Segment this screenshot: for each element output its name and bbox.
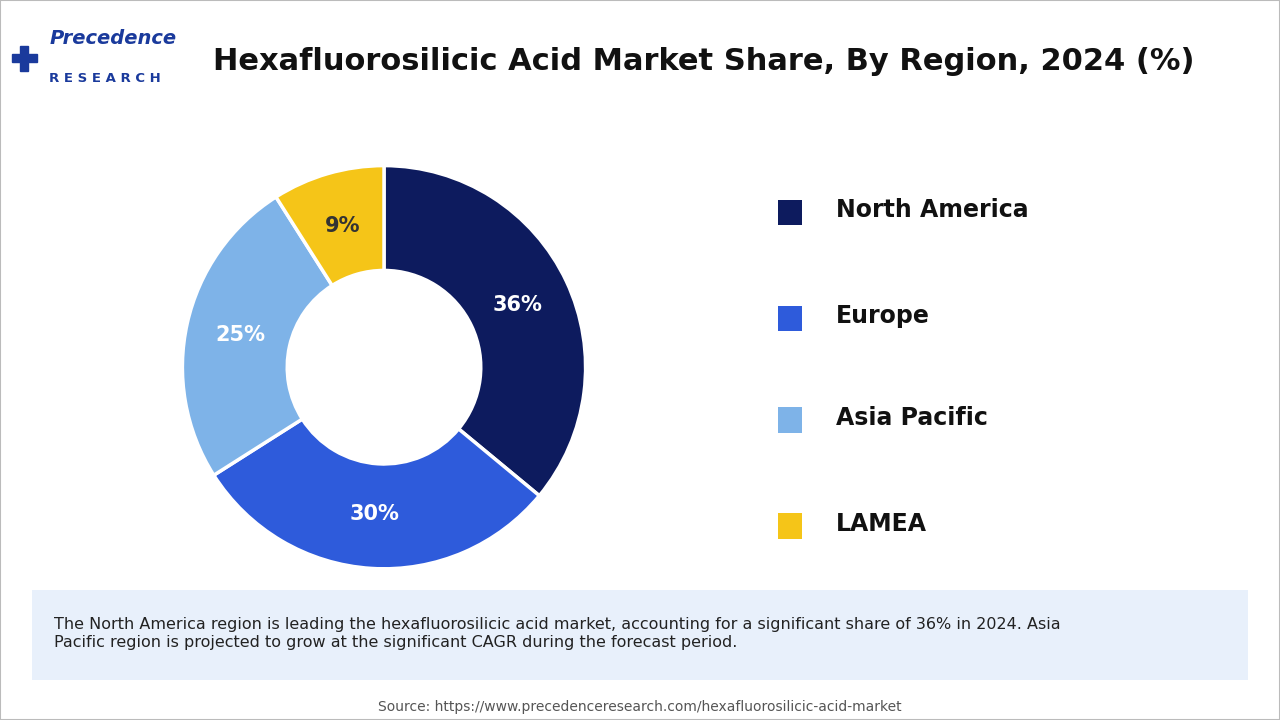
- FancyBboxPatch shape: [778, 513, 801, 539]
- Text: Europe: Europe: [836, 305, 931, 328]
- Text: Asia Pacific: Asia Pacific: [836, 405, 988, 430]
- Text: North America: North America: [836, 198, 1029, 222]
- Text: 25%: 25%: [215, 325, 265, 345]
- Wedge shape: [214, 419, 539, 569]
- Text: 36%: 36%: [493, 294, 543, 315]
- Text: 30%: 30%: [349, 504, 399, 524]
- Wedge shape: [384, 166, 585, 495]
- Text: Precedence: Precedence: [49, 30, 177, 48]
- Wedge shape: [183, 197, 332, 475]
- Text: R E S E A R C H: R E S E A R C H: [49, 72, 161, 85]
- Text: The North America region is leading the hexafluorosilicic acid market, accountin: The North America region is leading the …: [54, 617, 1061, 649]
- Wedge shape: [276, 166, 384, 286]
- FancyBboxPatch shape: [778, 408, 801, 433]
- Text: LAMEA: LAMEA: [836, 512, 927, 536]
- FancyBboxPatch shape: [778, 200, 801, 225]
- Text: 9%: 9%: [325, 216, 361, 236]
- Text: Hexafluorosilicic Acid Market Share, By Region, 2024 (%): Hexafluorosilicic Acid Market Share, By …: [214, 47, 1194, 76]
- Text: Source: https://www.precedenceresearch.com/hexafluorosilicic-acid-market: Source: https://www.precedenceresearch.c…: [378, 701, 902, 714]
- FancyBboxPatch shape: [778, 306, 801, 331]
